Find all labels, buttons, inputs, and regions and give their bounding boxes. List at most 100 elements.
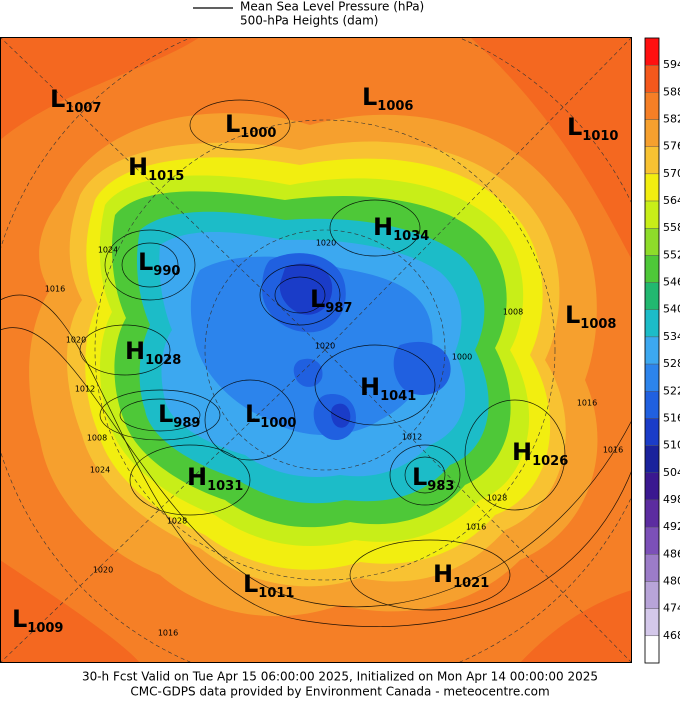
legend-line-label: Mean Sea Level Pressure (hPa) bbox=[240, 0, 424, 14]
pressure-center: L1008 bbox=[565, 301, 616, 332]
colorbar-label: 540 bbox=[663, 303, 680, 316]
center-value: 1028 bbox=[145, 353, 181, 368]
colorbar-label: 534 bbox=[663, 330, 680, 343]
isobar-label: 1016 bbox=[577, 399, 597, 408]
colorbar-label: 498 bbox=[663, 493, 680, 506]
colorbar-band bbox=[644, 255, 660, 283]
colorbar-band bbox=[644, 64, 660, 93]
pressure-center: H1028 bbox=[125, 337, 181, 368]
isobar-label: 1016 bbox=[466, 523, 486, 532]
pressure-center: L1006 bbox=[362, 83, 413, 114]
colorbar-band bbox=[644, 37, 660, 66]
center-type: L bbox=[158, 400, 173, 428]
colorbar-label: 582 bbox=[663, 113, 680, 126]
colorbar-band bbox=[644, 309, 660, 338]
center-type: L bbox=[565, 301, 580, 329]
colorbar-band bbox=[644, 200, 660, 229]
center-value: 987 bbox=[325, 301, 352, 316]
isobar-label: 1028 bbox=[167, 517, 187, 526]
pressure-center: L987 bbox=[310, 285, 352, 316]
center-type: L bbox=[243, 570, 258, 598]
colorbar-label: 504 bbox=[663, 466, 680, 479]
colorbar-band bbox=[644, 391, 660, 419]
center-type: L bbox=[225, 110, 240, 138]
colorbar-label: 564 bbox=[663, 194, 680, 207]
center-type: H bbox=[433, 560, 453, 588]
colorbar-band bbox=[644, 282, 660, 310]
colorbar-band bbox=[644, 336, 660, 365]
center-value: 1009 bbox=[27, 621, 63, 636]
colorbar-label: 546 bbox=[663, 276, 680, 289]
center-type: L bbox=[50, 85, 65, 113]
colorbar-label: 528 bbox=[663, 357, 680, 370]
isobar-label: 1028 bbox=[487, 494, 507, 503]
colorbar-band bbox=[644, 608, 660, 637]
pressure-center: L1009 bbox=[12, 605, 63, 636]
center-type: H bbox=[187, 463, 207, 491]
center-type: L bbox=[245, 400, 260, 428]
center-type: H bbox=[128, 153, 148, 181]
center-type: H bbox=[373, 213, 393, 241]
colorbar-label: 522 bbox=[663, 384, 680, 397]
isobar-label: 1012 bbox=[75, 385, 95, 394]
colorbar-band bbox=[644, 119, 660, 147]
colorbar-label: 516 bbox=[663, 411, 680, 424]
isobar-label: 1016 bbox=[158, 629, 178, 638]
isobar-label: 1008 bbox=[87, 434, 107, 443]
colorbar-label: 570 bbox=[663, 167, 680, 180]
colorbar-band bbox=[644, 363, 660, 392]
center-type: L bbox=[12, 605, 27, 633]
center-value: 989 bbox=[173, 416, 200, 431]
colorbar-label: 576 bbox=[663, 140, 680, 153]
center-type: H bbox=[512, 438, 532, 466]
footer-line-1: 30-h Fcst Valid on Tue Apr 15 06:00:00 2… bbox=[82, 670, 598, 684]
isobar-label: 1020 bbox=[93, 566, 113, 575]
pressure-center: H1021 bbox=[433, 560, 489, 591]
footer-line-2: CMC-GDPS data provided by Environment Ca… bbox=[130, 685, 549, 699]
isobar-label: 1024 bbox=[98, 246, 118, 255]
colorbar-label: 558 bbox=[663, 221, 680, 234]
isobar-label: 1012 bbox=[402, 433, 422, 442]
center-value: 1000 bbox=[260, 416, 296, 431]
center-value: 1011 bbox=[258, 586, 294, 601]
pressure-center: L1000 bbox=[245, 400, 296, 431]
center-value: 1000 bbox=[240, 126, 276, 141]
pressure-center: L983 bbox=[412, 463, 454, 494]
colorbar: 594 588 582 576 570 564 558 552 546 540 534 528 522 5… bbox=[644, 37, 680, 664]
colorbar-frame bbox=[644, 37, 660, 664]
isobar-label: 1000 bbox=[452, 353, 472, 362]
colorbar-label: 474 bbox=[663, 602, 680, 615]
colorbar-band bbox=[644, 146, 660, 175]
pressure-center: L1011 bbox=[243, 570, 294, 601]
colorbar-label: 594 bbox=[663, 58, 680, 71]
pressure-center: H1041 bbox=[360, 373, 416, 404]
legend-field-label: 500-hPa Heights (dam) bbox=[240, 14, 378, 28]
center-type: L bbox=[310, 285, 325, 313]
pressure-center: L1000 bbox=[225, 110, 276, 141]
pressure-center: H1034 bbox=[373, 213, 429, 244]
center-type: L bbox=[138, 248, 153, 276]
colorbar-label: 486 bbox=[663, 547, 680, 560]
colorbar-band bbox=[644, 173, 660, 202]
center-value: 1021 bbox=[453, 576, 489, 591]
colorbar-band bbox=[644, 581, 660, 609]
pressure-center: H1015 bbox=[128, 153, 184, 184]
center-type: L bbox=[412, 463, 427, 491]
colorbar-band bbox=[644, 418, 660, 446]
center-value: 983 bbox=[427, 479, 454, 494]
isobar-label: 1016 bbox=[45, 285, 65, 294]
center-value: 1034 bbox=[393, 229, 429, 244]
colorbar-label: 552 bbox=[663, 248, 680, 261]
isobar-label: 1008 bbox=[503, 308, 523, 317]
center-value: 1006 bbox=[377, 99, 413, 114]
center-value: 1031 bbox=[207, 479, 243, 494]
center-value: 1010 bbox=[582, 129, 618, 144]
pressure-center: L990 bbox=[138, 248, 180, 279]
colorbar-band bbox=[644, 92, 660, 120]
colorbar-band bbox=[644, 526, 660, 555]
colorbar-band bbox=[644, 228, 660, 256]
pressure-center: L1010 bbox=[567, 113, 618, 144]
